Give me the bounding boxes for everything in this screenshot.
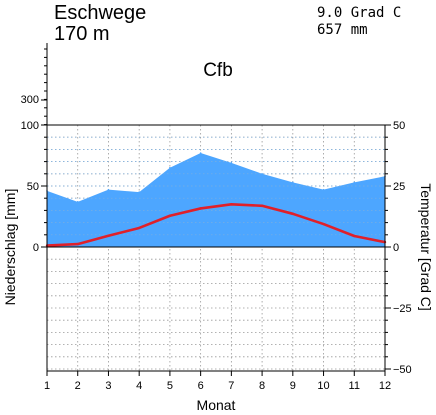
left-axis-title: Niederschlag [mm] xyxy=(2,189,18,306)
upper-precip-axis: 300 xyxy=(21,43,48,126)
temperature-point xyxy=(137,226,141,230)
left-tick-label: 0 xyxy=(33,242,39,254)
x-axis-title: Monat xyxy=(197,397,236,413)
precipitation-point xyxy=(107,188,110,191)
x-tick-label: 3 xyxy=(105,380,111,392)
x-tick-label: 5 xyxy=(167,380,173,392)
temperature-point xyxy=(107,234,110,237)
temperature-point xyxy=(168,214,172,217)
x-tick-label: 1 xyxy=(44,380,50,392)
precipitation-point xyxy=(292,181,294,184)
upper-tick-label: 300 xyxy=(21,94,39,106)
x-tick-label: 9 xyxy=(290,380,296,392)
station-name: Eschwege xyxy=(54,2,146,24)
annual-precipitation: 657 mm xyxy=(317,22,368,38)
x-tick-label: 8 xyxy=(259,380,265,392)
x-tick-label: 10 xyxy=(317,380,329,392)
precipitation-point xyxy=(169,166,171,169)
temperature-line xyxy=(46,203,386,247)
temperature-point xyxy=(260,204,264,207)
precipitation-point xyxy=(261,173,263,175)
right-tick-label: −25 xyxy=(393,303,412,315)
climate-classification: Cfb xyxy=(203,60,233,81)
x-tick-label: 2 xyxy=(75,380,81,392)
precipitation-point xyxy=(230,162,233,164)
x-tick-label: 7 xyxy=(228,380,234,392)
mean-temperature: 9.0 Grad C xyxy=(317,5,401,21)
x-tick-label: 12 xyxy=(379,380,391,392)
precipitation-point xyxy=(199,152,202,154)
x-tick-label: 4 xyxy=(136,380,142,392)
right-tick-label: 0 xyxy=(393,242,399,254)
x-tick-label: 6 xyxy=(198,380,204,392)
plot-frame xyxy=(46,124,386,372)
chart-axes xyxy=(41,124,391,376)
left-tick-label: 100 xyxy=(21,120,39,132)
header: Eschwege 170 m 9.0 Grad C 657 mm Cfb xyxy=(54,2,401,81)
precipitation-series xyxy=(46,124,386,248)
temperature-point xyxy=(76,242,79,246)
temperature-series xyxy=(45,203,387,247)
precipitation-area xyxy=(47,153,385,247)
right-tick-label: 25 xyxy=(393,181,405,193)
precipitation-point xyxy=(138,191,140,193)
right-axis-title: Temperatur [Grad C] xyxy=(418,183,434,311)
temperature-point xyxy=(199,207,202,210)
x-tick-label: 11 xyxy=(349,380,360,392)
left-tick-label: 50 xyxy=(27,181,39,193)
temperature-point xyxy=(291,212,295,216)
right-tick-label: 50 xyxy=(393,120,405,132)
temperature-point xyxy=(230,203,233,206)
precipitation-point xyxy=(353,181,356,184)
temperature-point xyxy=(322,222,325,226)
temperature-point xyxy=(353,234,356,238)
precipitation-point xyxy=(322,188,325,191)
precipitation-point xyxy=(76,201,79,203)
right-tick-label: −50 xyxy=(393,364,412,376)
station-elevation: 170 m xyxy=(54,23,110,45)
